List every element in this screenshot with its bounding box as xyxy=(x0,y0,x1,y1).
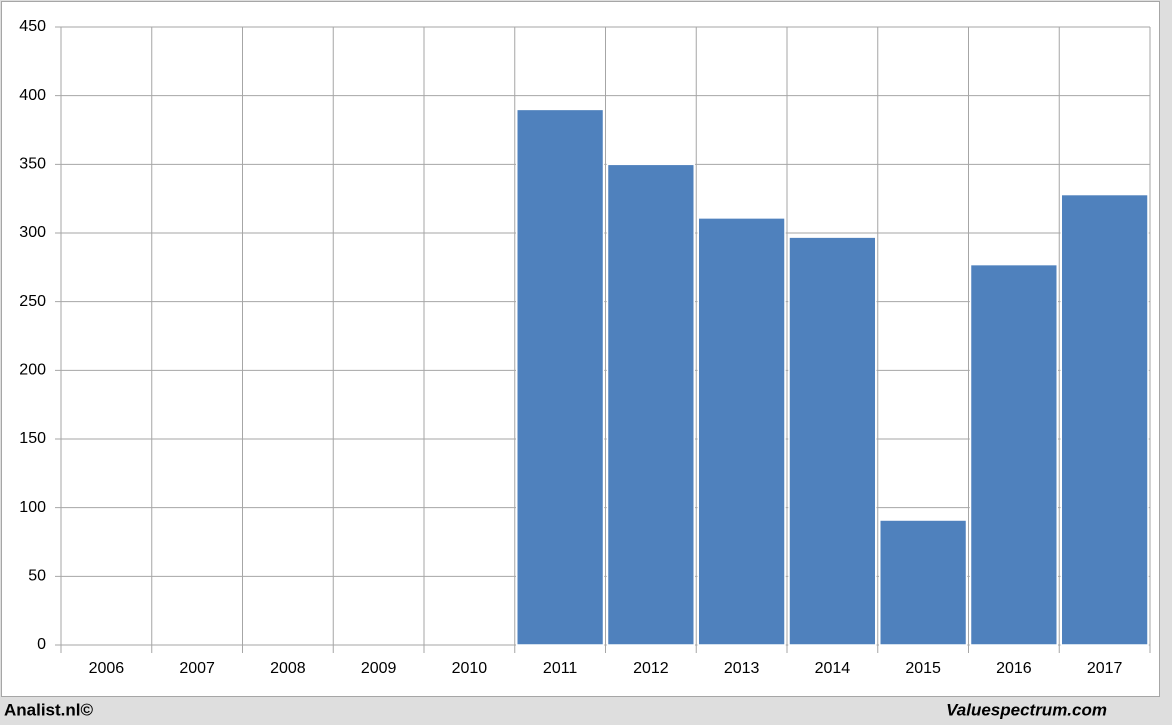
y-tick-label: 150 xyxy=(19,430,46,447)
y-tick-label: 50 xyxy=(28,568,46,585)
footer-left: Analist.nl© xyxy=(4,700,94,719)
x-tick-label: 2017 xyxy=(1087,660,1123,677)
bar xyxy=(788,236,877,646)
bar xyxy=(516,108,605,646)
x-tick-label: 2015 xyxy=(905,660,941,677)
bar xyxy=(606,163,695,646)
bar xyxy=(1060,193,1149,646)
y-tick-label: 200 xyxy=(19,362,46,379)
x-tick-label: 2008 xyxy=(270,660,306,677)
bar xyxy=(879,519,968,646)
y-tick-label: 400 xyxy=(19,87,46,104)
x-tick-label: 2012 xyxy=(633,660,669,677)
x-tick-label: 2013 xyxy=(724,660,760,677)
x-tick-label: 2011 xyxy=(543,660,578,677)
x-tick-label: 2014 xyxy=(815,660,851,677)
x-tick-label: 2007 xyxy=(179,660,215,677)
x-tick-label: 2009 xyxy=(361,660,397,677)
y-tick-label: 300 xyxy=(19,224,46,241)
y-tick-label: 450 xyxy=(19,18,46,35)
y-tick-label: 0 xyxy=(37,636,46,653)
bar xyxy=(969,263,1058,646)
y-tick-label: 100 xyxy=(19,499,46,516)
footer-right: Valuespectrum.com xyxy=(946,700,1107,719)
x-tick-label: 2016 xyxy=(996,660,1032,677)
y-tick-label: 350 xyxy=(19,156,46,173)
bar xyxy=(697,217,786,646)
x-tick-label: 2006 xyxy=(89,660,125,677)
x-tick-label: 2010 xyxy=(452,660,488,677)
y-tick-label: 250 xyxy=(19,293,46,310)
